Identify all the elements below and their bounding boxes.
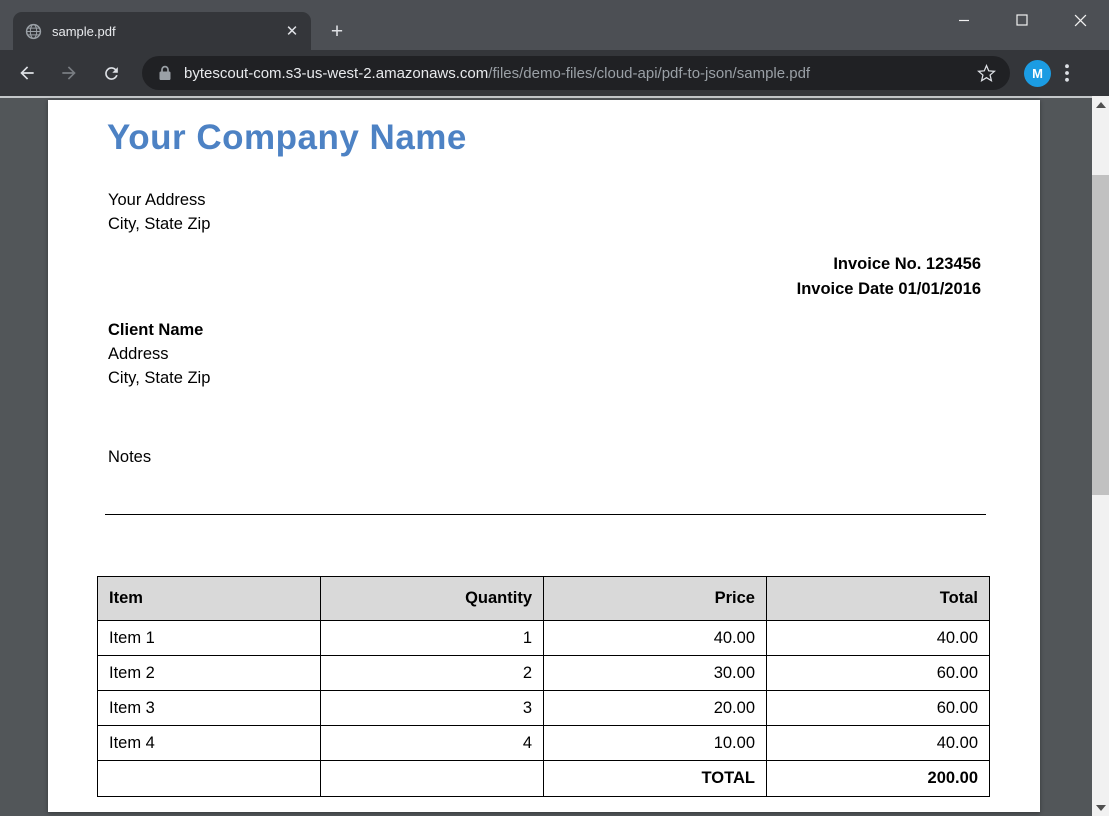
header-quantity: Quantity	[320, 576, 544, 621]
cell-price: 20.00	[543, 690, 767, 726]
scroll-down-button[interactable]	[1092, 799, 1109, 816]
triangle-up-icon	[1095, 101, 1106, 108]
cell-quantity: 3	[320, 690, 544, 726]
cell-price: 10.00	[543, 725, 767, 761]
invoice-date: Invoice Date 01/01/2016	[796, 279, 981, 298]
browser-toolbar: bytescout-com.s3-us-west-2.amazonaws.com…	[0, 50, 1109, 96]
url-path: /files/demo-files/cloud-api/pdf-to-json/…	[488, 64, 811, 82]
browser-frame: sample.pdf ✕ +	[0, 0, 1109, 50]
pdf-viewer: Your Company Name Your Address City, Sta…	[0, 96, 1109, 816]
tab-close-icon[interactable]: ✕	[285, 23, 299, 40]
client-info: Client Name Address City, State Zip	[108, 318, 210, 390]
forward-button[interactable]	[52, 56, 86, 90]
invoice-meta: Invoice No. 123456 Invoice Date 01/01/20…	[797, 252, 981, 301]
back-button[interactable]	[10, 56, 44, 90]
lock-icon[interactable]	[158, 65, 172, 81]
cell-item: Item 1	[97, 620, 321, 656]
invoice-document: Your Company Name Your Address City, Sta…	[48, 100, 1040, 812]
url-text[interactable]: bytescout-com.s3-us-west-2.amazonaws.com…	[184, 65, 973, 82]
browser-menu-button[interactable]	[1061, 60, 1073, 86]
cell-total: 40.00	[766, 620, 990, 656]
cell-empty	[97, 760, 321, 797]
cell-price: 30.00	[543, 655, 767, 691]
table-row: Item 4 4 10.00 40.00	[97, 725, 990, 761]
cell-quantity: 1	[320, 620, 544, 656]
cell-item: Item 3	[97, 690, 321, 726]
cell-total: 60.00	[766, 690, 990, 726]
tab-title: sample.pdf	[52, 23, 116, 39]
company-address: Your Address City, State Zip	[108, 188, 210, 236]
company-address-line2: City, State Zip	[108, 215, 211, 233]
arrow-left-icon	[20, 66, 34, 80]
table-row: Item 1 1 40.00 40.00	[97, 620, 990, 656]
header-item: Item	[97, 576, 321, 621]
arrow-right-icon	[62, 66, 76, 80]
cell-empty	[320, 760, 544, 797]
new-tab-button[interactable]: +	[330, 20, 344, 43]
cell-item: Item 2	[97, 655, 321, 691]
scrollbar-thumb[interactable]	[1092, 175, 1109, 495]
company-name: Your Company Name	[107, 118, 467, 157]
globe-favicon-icon	[25, 23, 42, 39]
header-total: Total	[766, 576, 990, 621]
header-price: Price	[543, 576, 767, 621]
toolbar-separator	[0, 96, 1109, 98]
minimize-icon	[959, 19, 969, 22]
bookmark-star-icon[interactable]	[973, 60, 1000, 87]
triangle-down-icon	[1095, 804, 1106, 811]
cell-item: Item 4	[97, 725, 321, 761]
company-address-line1: Your Address	[108, 191, 206, 209]
cell-quantity: 2	[320, 655, 544, 691]
close-window-button[interactable]	[1051, 0, 1109, 40]
table-row: Item 2 2 30.00 60.00	[97, 655, 990, 691]
table-total-row: TOTAL 200.00	[97, 760, 990, 797]
total-value: 200.00	[766, 760, 990, 797]
minimize-button[interactable]	[935, 0, 993, 40]
maximize-icon	[1016, 14, 1028, 26]
cell-total: 60.00	[766, 655, 990, 691]
reload-button[interactable]	[94, 56, 128, 90]
pdf-page: Your Company Name Your Address City, Sta…	[48, 100, 1040, 812]
invoice-number: Invoice No. 123456	[833, 255, 981, 273]
kebab-menu-icon	[1065, 64, 1069, 82]
window-controls	[935, 0, 1109, 40]
url-domain: bytescout-com.s3-us-west-2.amazonaws.com	[184, 64, 489, 82]
refresh-icon	[104, 66, 118, 80]
profile-avatar[interactable]: M	[1024, 59, 1051, 87]
scroll-up-button[interactable]	[1092, 96, 1109, 113]
tab-sample-pdf[interactable]: sample.pdf ✕	[13, 12, 311, 50]
cell-total: 40.00	[766, 725, 990, 761]
notes-label: Notes	[108, 448, 152, 466]
client-name: Client Name	[108, 321, 204, 339]
cell-price: 40.00	[543, 620, 767, 656]
cell-quantity: 4	[320, 725, 544, 761]
vertical-scrollbar[interactable]	[1092, 96, 1109, 816]
invoice-items-table: Item Quantity Price Total Item 1 1 40.00…	[97, 576, 990, 797]
close-icon	[1074, 14, 1086, 26]
client-address-line2: City, State Zip	[108, 369, 211, 387]
client-address-line1: Address	[108, 345, 169, 363]
table-row: Item 3 3 20.00 60.00	[97, 690, 990, 726]
maximize-button[interactable]	[993, 0, 1051, 40]
address-bar[interactable]: bytescout-com.s3-us-west-2.amazonaws.com…	[142, 56, 1010, 90]
total-label: TOTAL	[543, 760, 767, 797]
table-header-row: Item Quantity Price Total	[97, 576, 990, 621]
notes-rule	[105, 514, 986, 515]
